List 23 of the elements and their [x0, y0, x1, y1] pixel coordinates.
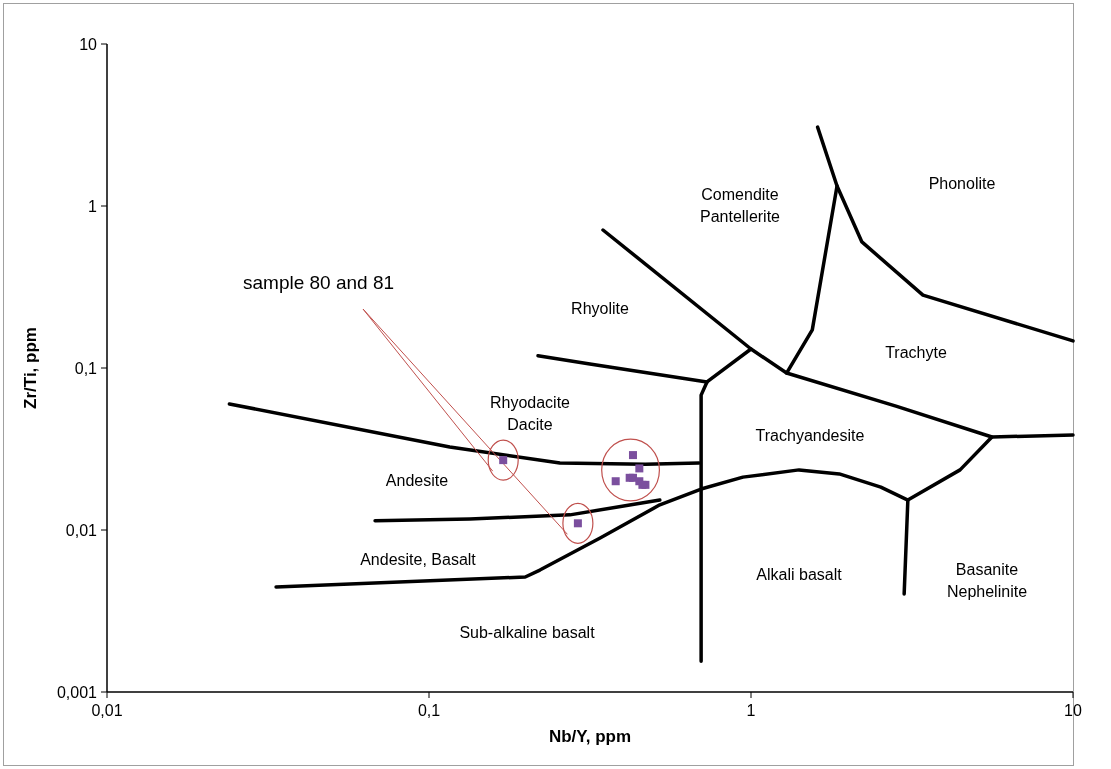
annotation: Andesite: [385, 472, 449, 489]
annotation: Rhyodacite Dacite: [489, 394, 571, 433]
y-tick-label: 0,01: [65, 522, 98, 539]
annotation: Basanite Nephelinite: [946, 561, 1028, 600]
x-tick-label: 1: [746, 702, 756, 719]
annotation: Phonolite: [928, 175, 996, 192]
annotation: Andesite, Basalt: [360, 551, 477, 568]
annotation: Rhyolite: [571, 300, 629, 317]
y-tick-label: 1: [88, 198, 98, 215]
x-tick-label: 10: [1064, 702, 1082, 719]
y-tick-label: 10: [79, 36, 98, 53]
y-tick-label: 0,001: [56, 684, 98, 701]
x-tick-label: 0,01: [91, 702, 123, 719]
annotation: Comendite Pantellerite: [699, 186, 781, 225]
annotation: Trachyandesite: [755, 427, 865, 444]
annotation: Trachyte: [885, 344, 947, 361]
annotation: Sub-alkaline basalt: [459, 624, 596, 641]
annotation: sample 80 and 81: [243, 272, 395, 293]
annotation: Alkali basalt: [756, 566, 843, 583]
x-tick-label: 0,1: [417, 702, 441, 719]
x-axis-title: Nb/Y, ppm: [548, 727, 632, 746]
y-axis-title: Zr/Ti, ppm: [21, 327, 40, 409]
y-tick-label: 0,1: [74, 360, 98, 377]
